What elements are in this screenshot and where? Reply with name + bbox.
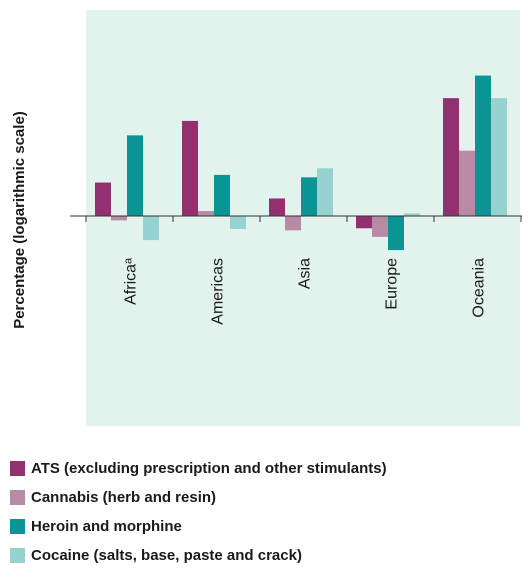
legend-label: ATS (excluding prescription and other st… [31, 460, 387, 477]
legend-swatch [10, 548, 25, 563]
legend-item: ATS (excluding prescription and other st… [10, 454, 387, 483]
legend-label: Heroin and morphine [31, 518, 182, 535]
bar [491, 98, 507, 216]
bar [356, 216, 372, 229]
bar [372, 216, 388, 237]
bar [230, 216, 246, 229]
bar [143, 216, 159, 241]
axis-group [70, 215, 522, 222]
legend-label: Cannabis (herb and resin) [31, 489, 217, 506]
legend-item: Cannabis (herb and resin) [10, 483, 387, 512]
legend-swatch [10, 461, 25, 476]
bar [388, 216, 404, 251]
legend-swatch [10, 519, 25, 534]
legend-label: Cocaine (salts, base, paste and crack) [31, 547, 302, 564]
legend: ATS (excluding prescription and other st… [10, 454, 387, 570]
bar [182, 120, 198, 216]
bar [269, 198, 285, 216]
bar [443, 98, 459, 216]
y-axis-label: Percentage (logarithmic scale) [11, 111, 28, 329]
bar [459, 150, 475, 216]
bar [214, 174, 230, 216]
category-label: Americas [210, 258, 227, 325]
category-label: Europe [384, 258, 401, 310]
category-label: Oceania [471, 258, 488, 318]
bar [285, 216, 301, 231]
category-labels: Africaᵃ Americas Asia Europe Oceania [123, 257, 488, 325]
legend-item: Heroin and morphine [10, 512, 387, 541]
bar [127, 135, 143, 216]
category-label: Asia [297, 258, 314, 289]
bar [301, 177, 317, 216]
legend-item: Cocaine (salts, base, paste and crack) [10, 541, 387, 570]
bar [317, 168, 333, 216]
bar [198, 211, 214, 216]
bar [475, 75, 491, 216]
bar [111, 216, 127, 221]
category-label: Africaᵃ [123, 257, 140, 305]
bars-group [95, 75, 507, 251]
bar [95, 182, 111, 216]
chart: Africaᵃ Americas Asia Europe Oceania Percent… [11, 10, 522, 426]
bar [404, 213, 420, 216]
legend-swatch [10, 490, 25, 505]
